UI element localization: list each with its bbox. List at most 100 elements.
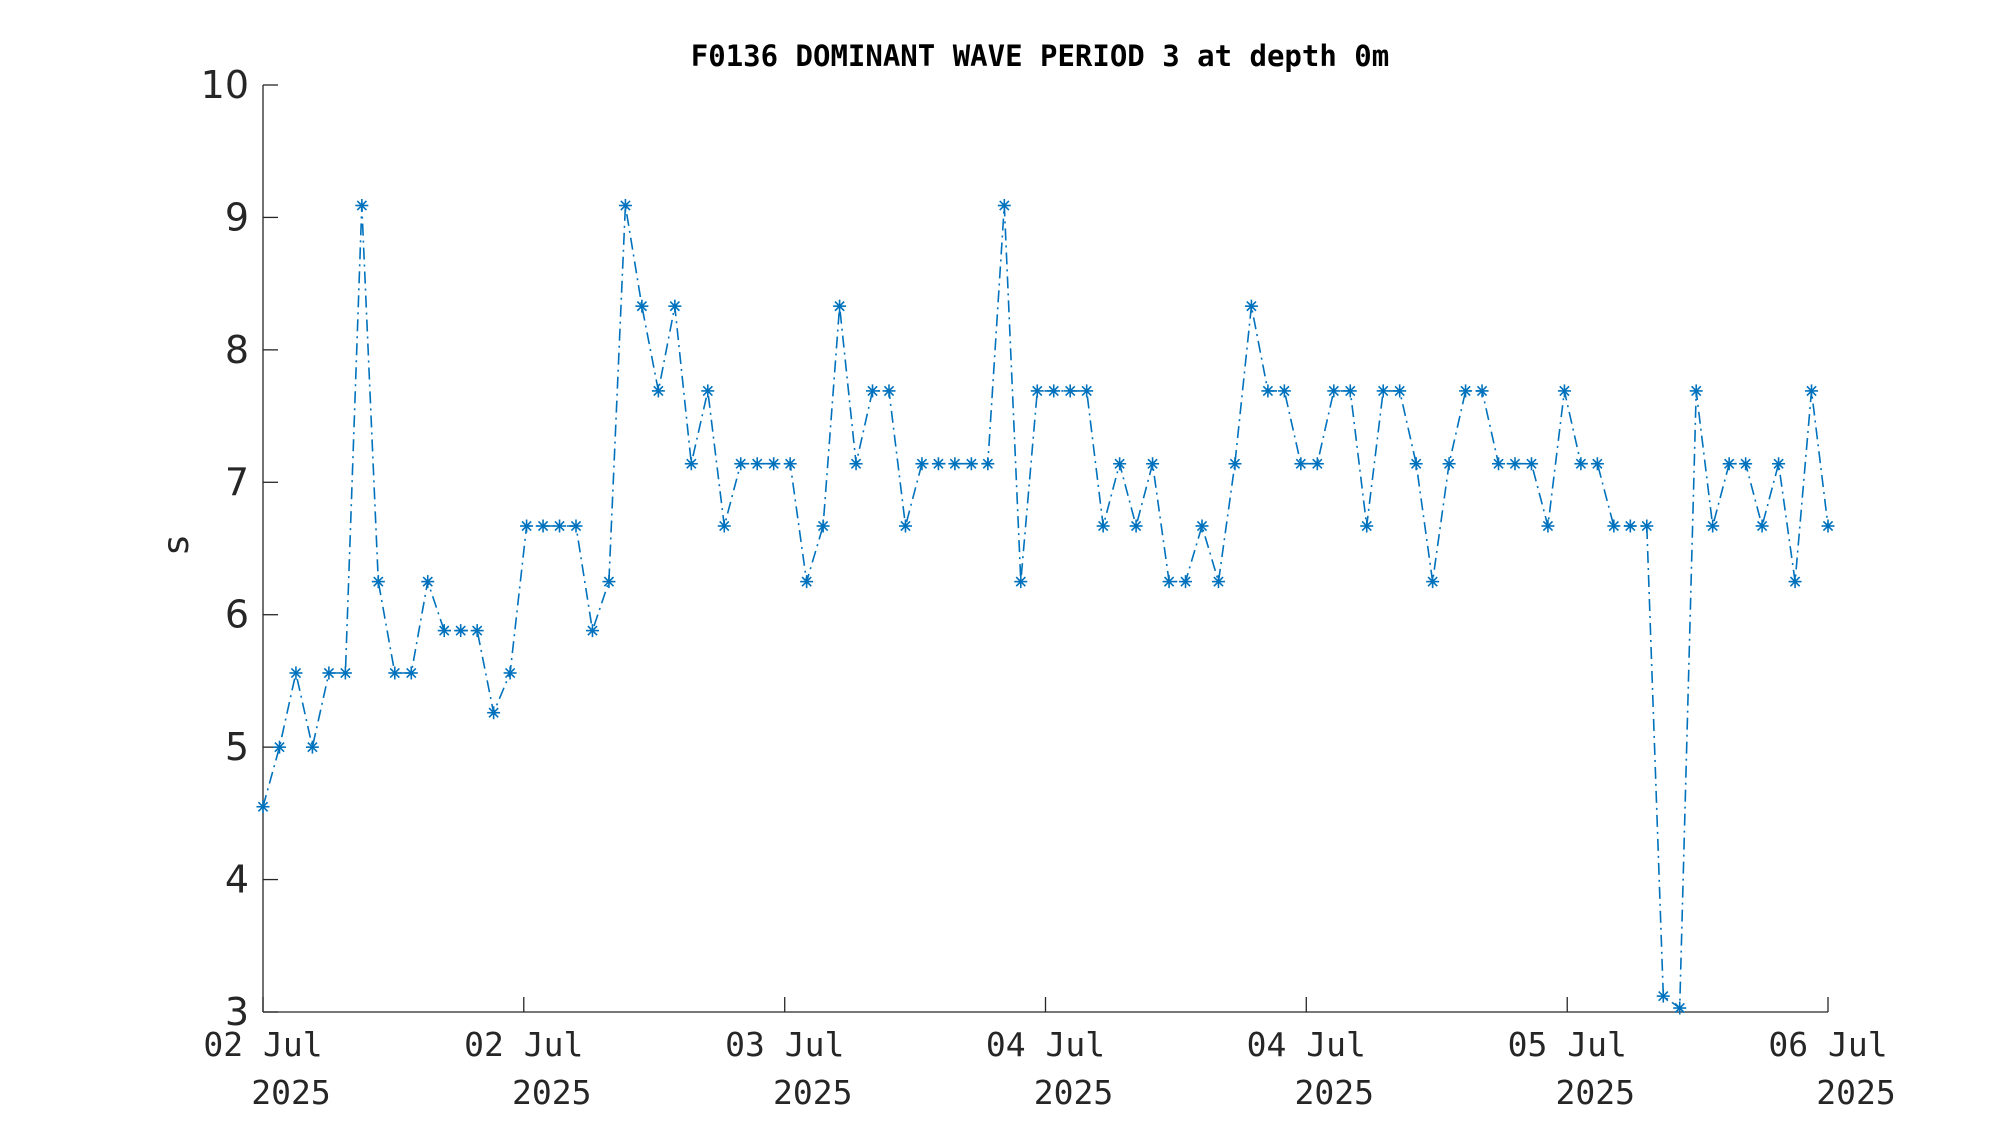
data-point <box>1228 457 1242 471</box>
data-point <box>1113 457 1127 471</box>
data-point <box>1162 575 1176 589</box>
data-point <box>915 457 929 471</box>
data-point <box>931 457 945 471</box>
data-point <box>1508 457 1522 471</box>
data-point <box>536 519 550 533</box>
data-point <box>898 519 912 533</box>
data-point <box>503 666 517 680</box>
data-point <box>1706 519 1720 533</box>
x-tick-label-year: 2025 <box>1816 1073 1895 1112</box>
data-point <box>1557 384 1571 398</box>
data-point <box>1590 457 1604 471</box>
data-point <box>816 519 830 533</box>
data-point <box>272 740 286 754</box>
data-point <box>338 666 352 680</box>
data-point <box>1376 384 1390 398</box>
data-point <box>585 624 599 638</box>
data-point <box>1080 384 1094 398</box>
x-tick-label-year: 2025 <box>512 1073 591 1112</box>
data-point <box>404 666 418 680</box>
data-point <box>866 384 880 398</box>
data-point <box>1426 575 1440 589</box>
data-point <box>1574 457 1588 471</box>
data-point <box>1821 519 1835 533</box>
data-point <box>1030 384 1044 398</box>
data-point <box>734 457 748 471</box>
data-point <box>1755 519 1769 533</box>
y-tick-label: 5 <box>225 725 249 769</box>
data-point <box>701 384 715 398</box>
data-point <box>569 519 583 533</box>
data-point <box>470 624 484 638</box>
data-point <box>997 199 1011 213</box>
data-point <box>651 384 665 398</box>
data-point <box>1129 519 1143 533</box>
data-point <box>1492 457 1506 471</box>
x-tick-label-date: 06 Jul <box>1768 1025 1887 1064</box>
data-point <box>454 624 468 638</box>
x-tick-label-date: 04 Jul <box>1247 1025 1366 1064</box>
data-point <box>355 199 369 213</box>
data-point <box>668 299 682 313</box>
data-point <box>1772 457 1786 471</box>
series-line <box>262 205 1829 1010</box>
data-point <box>800 575 814 589</box>
chart-title: F0136 DOMINANT WAVE PERIOD 3 at depth 0m <box>691 39 1389 73</box>
x-tick-label-year: 2025 <box>251 1073 330 1112</box>
x-tick-label-year: 2025 <box>1034 1073 1113 1112</box>
y-tick-label: 10 <box>201 63 249 107</box>
data-point <box>1459 384 1473 398</box>
data-point <box>1014 575 1028 589</box>
x-tick-label-year: 2025 <box>1295 1073 1374 1112</box>
x-tick-label-year: 2025 <box>1555 1073 1634 1112</box>
data-point <box>1211 575 1225 589</box>
data-point <box>487 706 501 720</box>
data-point <box>1294 457 1308 471</box>
y-tick-label: 8 <box>225 328 249 372</box>
data-point <box>322 666 336 680</box>
data-point <box>635 299 649 313</box>
x-tick-label-date: 03 Jul <box>725 1025 844 1064</box>
data-point <box>684 457 698 471</box>
y-tick-label: 7 <box>225 460 249 504</box>
data-point <box>1607 519 1621 533</box>
data-point <box>1393 384 1407 398</box>
data-point <box>256 800 270 814</box>
data-point <box>553 519 567 533</box>
data-point <box>750 457 764 471</box>
data-point <box>1673 1001 1687 1015</box>
data-point <box>1722 457 1736 471</box>
data-point <box>964 457 978 471</box>
data-point <box>618 199 632 213</box>
data-point <box>388 666 402 680</box>
data-point <box>1063 384 1077 398</box>
data-point <box>1442 457 1456 471</box>
data-point <box>1805 384 1819 398</box>
data-point <box>437 624 451 638</box>
data-point <box>1541 519 1555 533</box>
data-point <box>1623 519 1637 533</box>
data-point <box>1310 457 1324 471</box>
data-point <box>833 299 847 313</box>
data-point <box>849 457 863 471</box>
data-point <box>1788 575 1802 589</box>
x-tick-label-date: 04 Jul <box>986 1025 1105 1064</box>
y-tick-label: 3 <box>225 990 249 1034</box>
data-point <box>371 575 385 589</box>
data-point <box>1327 384 1341 398</box>
y-tick-label: 9 <box>225 195 249 239</box>
data-point <box>1360 519 1374 533</box>
data-point <box>289 666 303 680</box>
data-series <box>256 199 1835 1015</box>
data-point <box>1475 384 1489 398</box>
data-point <box>1409 457 1423 471</box>
data-point <box>1277 384 1291 398</box>
y-tick-label: 6 <box>225 593 249 637</box>
data-point <box>1524 457 1538 471</box>
data-point <box>767 457 781 471</box>
data-point <box>783 457 797 471</box>
data-point <box>1047 384 1061 398</box>
data-point <box>1656 989 1670 1003</box>
